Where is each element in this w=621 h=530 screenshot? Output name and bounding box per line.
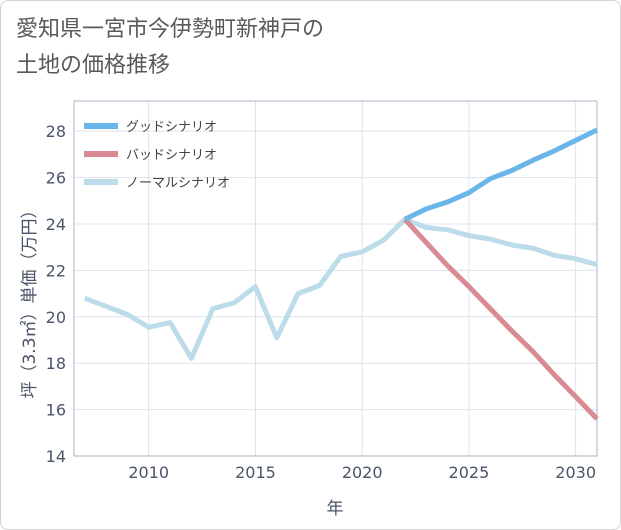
y-tick-label: 26 [46, 169, 66, 188]
y-tick-label: 24 [46, 215, 66, 234]
x-tick-label: 2025 [449, 463, 490, 482]
legend-label: ノーマルシナリオ [126, 176, 230, 191]
chart-title: 愛知県一宮市今伊勢町新神戸の 土地の価格推移 [16, 17, 325, 78]
legend-label: バッドシナリオ [126, 148, 217, 163]
plot-area-border [73, 100, 598, 457]
y-tick-label: 20 [46, 308, 66, 327]
x-tick-label: 2030 [555, 463, 596, 482]
x-tick-label: 2010 [128, 463, 169, 482]
legend-label: グッドシナリオ [126, 120, 217, 135]
x-axis-label: 年 [327, 499, 344, 519]
y-tick-label: 18 [46, 354, 66, 373]
x-tick-label: 2015 [235, 463, 276, 482]
y-tick-label: 22 [46, 261, 66, 280]
y-tick-label: 16 [46, 401, 66, 420]
series-line-1 [403, 217, 599, 421]
tick-labels: 14 16 18 20 22 24 26 28 2010 2015 2020 2025 2030 [46, 122, 596, 482]
series-line-2 [83, 216, 598, 361]
y-tick-label: 14 [46, 447, 66, 466]
y-axis-label: 坪（3.3㎡）単価（万円） [20, 201, 40, 398]
y-tick-label: 28 [46, 122, 66, 141]
series-line-0 [403, 127, 599, 222]
x-tick-label: 2020 [342, 463, 383, 482]
series-layer [83, 127, 599, 421]
